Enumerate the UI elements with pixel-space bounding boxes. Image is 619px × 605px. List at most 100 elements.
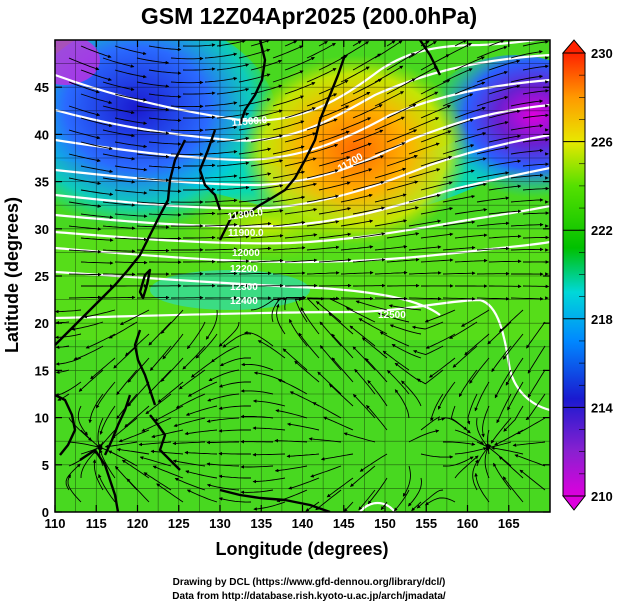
streamline <box>510 297 544 301</box>
streamline <box>185 405 218 416</box>
streamline <box>284 233 318 239</box>
streamline <box>55 357 82 366</box>
streamline <box>68 441 102 449</box>
streamline <box>510 99 544 107</box>
streamline <box>352 104 383 119</box>
streamline <box>252 477 286 484</box>
streamline <box>488 209 522 215</box>
streamline <box>424 309 456 323</box>
streamline <box>522 40 549 47</box>
streamline <box>114 189 148 195</box>
streamline <box>394 489 410 512</box>
streamline <box>284 107 316 119</box>
contour-line <box>55 78 550 162</box>
streamline <box>374 296 408 301</box>
streamline <box>136 57 170 65</box>
streamline <box>114 165 148 172</box>
streamline <box>366 404 388 431</box>
streamline <box>442 194 476 203</box>
streamline <box>420 54 450 71</box>
streamline <box>253 501 286 511</box>
streamline <box>216 210 250 215</box>
streamline <box>178 369 206 390</box>
streamline <box>408 477 422 507</box>
y-tick-label: 15 <box>35 363 49 378</box>
streamline <box>55 333 82 340</box>
streamline <box>343 432 376 443</box>
streamline <box>454 132 487 143</box>
streamline <box>522 284 550 289</box>
streamline <box>102 105 135 115</box>
streamline <box>238 147 272 155</box>
streamline <box>182 67 216 71</box>
streamline <box>355 300 388 311</box>
streamline <box>442 297 476 301</box>
streamline <box>238 221 272 227</box>
streamline <box>195 333 218 359</box>
streamline <box>174 477 206 491</box>
colorbar-tick-label: 230 <box>591 46 613 61</box>
streamline <box>386 78 416 95</box>
streamline <box>522 235 550 240</box>
streamline <box>96 381 116 409</box>
streamline <box>111 417 138 439</box>
streamline <box>476 196 510 203</box>
streamline <box>114 45 147 56</box>
streamline <box>318 181 351 191</box>
streamline <box>126 478 150 503</box>
streamline <box>125 333 150 357</box>
streamline <box>252 426 286 431</box>
streamline <box>490 417 512 444</box>
streamline <box>284 82 316 95</box>
streamline <box>388 304 422 311</box>
streamline <box>156 483 184 503</box>
streamline <box>507 381 524 411</box>
streamline <box>374 116 405 131</box>
streamline <box>386 232 420 239</box>
streamline <box>148 189 182 194</box>
streamline <box>80 93 113 105</box>
streamline <box>271 296 287 323</box>
streamline <box>80 69 112 82</box>
streamline <box>108 321 138 339</box>
streamline <box>68 225 102 231</box>
streamline <box>240 414 274 419</box>
streamline <box>420 130 452 143</box>
streamline <box>114 260 148 265</box>
streamline <box>172 459 206 467</box>
coastlines <box>55 40 442 512</box>
streamline <box>68 201 102 208</box>
streamline <box>250 233 284 239</box>
streamline <box>294 360 320 383</box>
streamline <box>411 321 444 330</box>
x-tick-label: 145 <box>333 516 355 531</box>
colorbar-bottom-arrow <box>561 495 587 511</box>
y-tick-label: 25 <box>35 269 49 284</box>
streamline <box>352 78 382 95</box>
streamline <box>150 449 184 455</box>
credit-drawing: Drawing by DCL (https://www.gfd-dennou.o… <box>173 577 446 588</box>
coastline-china <box>55 139 187 346</box>
streamline <box>216 63 250 71</box>
streamline <box>250 184 284 191</box>
streamline <box>306 271 340 275</box>
streamline <box>454 447 487 455</box>
streamline <box>367 477 388 505</box>
streamline <box>183 211 216 216</box>
colorbar-ticks: 230 226 222 218 214 210 <box>563 46 613 504</box>
streamline <box>136 177 170 182</box>
streamline <box>358 318 388 335</box>
streamline <box>80 261 114 265</box>
streamline <box>476 121 509 131</box>
contour-label: 12500 <box>378 310 406 321</box>
streamline <box>488 134 521 143</box>
streamline <box>148 321 172 346</box>
streamline <box>99 449 116 479</box>
streamline <box>442 245 476 251</box>
streamline <box>148 369 172 394</box>
streamline <box>154 405 184 422</box>
streamline <box>187 381 218 397</box>
streamline <box>394 362 422 383</box>
contour-label: 12200 <box>230 264 258 275</box>
streamline <box>216 87 250 95</box>
